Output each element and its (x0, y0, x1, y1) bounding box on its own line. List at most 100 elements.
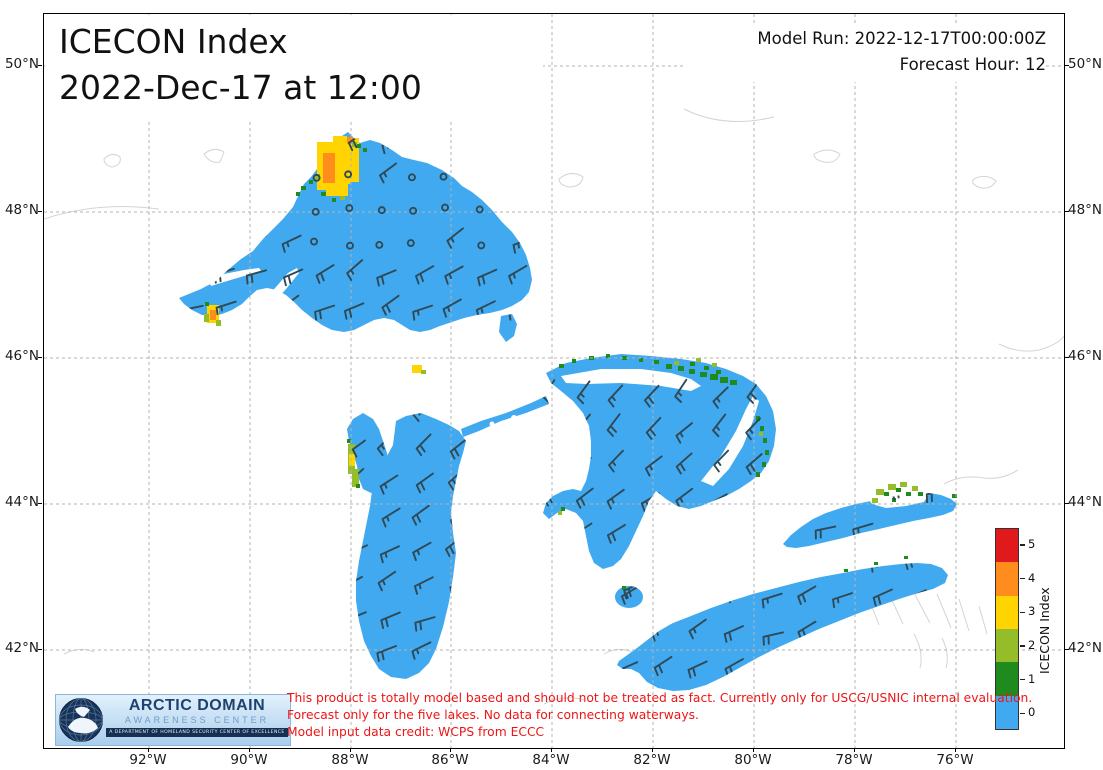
wind-barb (712, 386, 729, 409)
axis-label-lat-right: 42°N (1068, 640, 1103, 656)
ice-patch (678, 366, 684, 371)
green-bay (347, 413, 389, 493)
title-block: ICECON Index 2022-Dec-17 at 12:00 (45, 15, 543, 121)
wind-barb (182, 274, 205, 288)
ice-patch (205, 302, 209, 306)
wind-barb (723, 625, 744, 643)
wind-barb (314, 304, 336, 321)
wind-barb (761, 592, 783, 609)
wind-barb (540, 525, 561, 545)
axis-label-lon: 90°W (230, 752, 268, 768)
axis-label-lon: 76°W (936, 752, 974, 768)
wind-barb (745, 453, 763, 475)
ice-patch (352, 469, 359, 487)
wind-barb (606, 523, 626, 544)
ice-patch (759, 432, 763, 436)
wind-barb (243, 208, 266, 222)
colorbar-segment (996, 695, 1018, 729)
wind-barb (378, 396, 393, 421)
wind-barb (814, 525, 837, 540)
wind-barb (575, 487, 594, 509)
wind-barb (780, 414, 796, 438)
colorbar-tick-label: 0 (1028, 705, 1036, 720)
wind-barb (653, 655, 673, 677)
ice-patch (730, 380, 737, 385)
page-title: ICECON Index (59, 22, 288, 61)
wind-barb (151, 233, 170, 248)
ice-patch (874, 562, 878, 565)
wind-barb (182, 207, 205, 221)
wind-barb (478, 162, 497, 184)
ice-patch (760, 426, 764, 431)
ice-patch (756, 472, 760, 477)
ice-patch (654, 360, 659, 364)
ice-patch (421, 370, 426, 374)
ice-patch (561, 507, 565, 511)
calm-wind-circle (346, 241, 354, 250)
wind-barb (778, 379, 792, 404)
ice-patch (762, 462, 766, 467)
ice-patch (765, 450, 769, 455)
wind-barb (674, 378, 688, 403)
ice-patch (309, 180, 313, 184)
wind-barb (381, 507, 401, 528)
axis-label-lat-right: 50°N (1068, 56, 1103, 72)
wind-barb (413, 576, 434, 595)
axis-label-lat-left: 42°N (4, 640, 39, 656)
whitefish-bay (499, 314, 517, 342)
ice-patch (204, 314, 209, 322)
wind-barb (815, 486, 837, 503)
calm-wind-circle (475, 205, 484, 214)
wind-barb (447, 614, 469, 631)
colorbar-label: ICECON Index (1037, 587, 1052, 675)
globe-icon (59, 698, 103, 742)
wind-barb (643, 384, 660, 408)
ice-patch (321, 192, 326, 196)
ice-patch (572, 359, 576, 363)
colorbar (995, 528, 1019, 730)
axis-label-lat-left: 50°N (4, 56, 39, 72)
wind-barb (381, 294, 400, 316)
axis-label-lon: 88°W (331, 752, 369, 768)
axis-tick (1065, 65, 1069, 66)
great-lakes-map (44, 14, 1064, 748)
wind-barb (376, 645, 397, 662)
axis-label-lon: 80°W (734, 752, 772, 768)
lake-superior (179, 132, 532, 332)
ice-patch (918, 492, 923, 496)
wind-barb (872, 588, 893, 607)
logo-title: ARCTIC DOMAIN (128, 697, 266, 714)
colorbar-segment (996, 529, 1018, 563)
ice-patch (412, 365, 422, 373)
wind-barb (687, 593, 709, 609)
wind-barb (379, 162, 398, 184)
axis-tick (38, 65, 42, 66)
wind-barb (147, 306, 167, 318)
calm-wind-circle (345, 204, 354, 213)
wind-barb (779, 451, 797, 474)
wind-barb (346, 259, 364, 282)
wind-barb (513, 172, 535, 189)
ice-patch (301, 186, 306, 190)
wind-barb (182, 238, 204, 253)
wind-barb (509, 201, 530, 220)
lake-simcoe (755, 443, 771, 463)
wind-barb (678, 519, 696, 541)
ice-patch (900, 482, 907, 487)
wind-barb (249, 138, 272, 154)
model-run-text: Model Run: 2022-12-17T00:00:00Z (757, 29, 1046, 48)
wind-barb (796, 552, 817, 571)
wind-barb (709, 524, 729, 545)
axis-tick (1065, 503, 1069, 504)
wind-barb (675, 452, 693, 475)
wind-barb (832, 592, 853, 609)
ice-patch (720, 377, 728, 383)
axis-tick (38, 649, 42, 650)
wind-barb (576, 413, 591, 438)
ice-patch (340, 196, 345, 200)
ice-patch (559, 364, 564, 368)
wind-barb (415, 433, 432, 457)
ice-patch (558, 511, 562, 515)
ice-patch (356, 484, 360, 488)
disclaimer-line: Model input data credit: WCPS from ECCC (287, 725, 545, 739)
